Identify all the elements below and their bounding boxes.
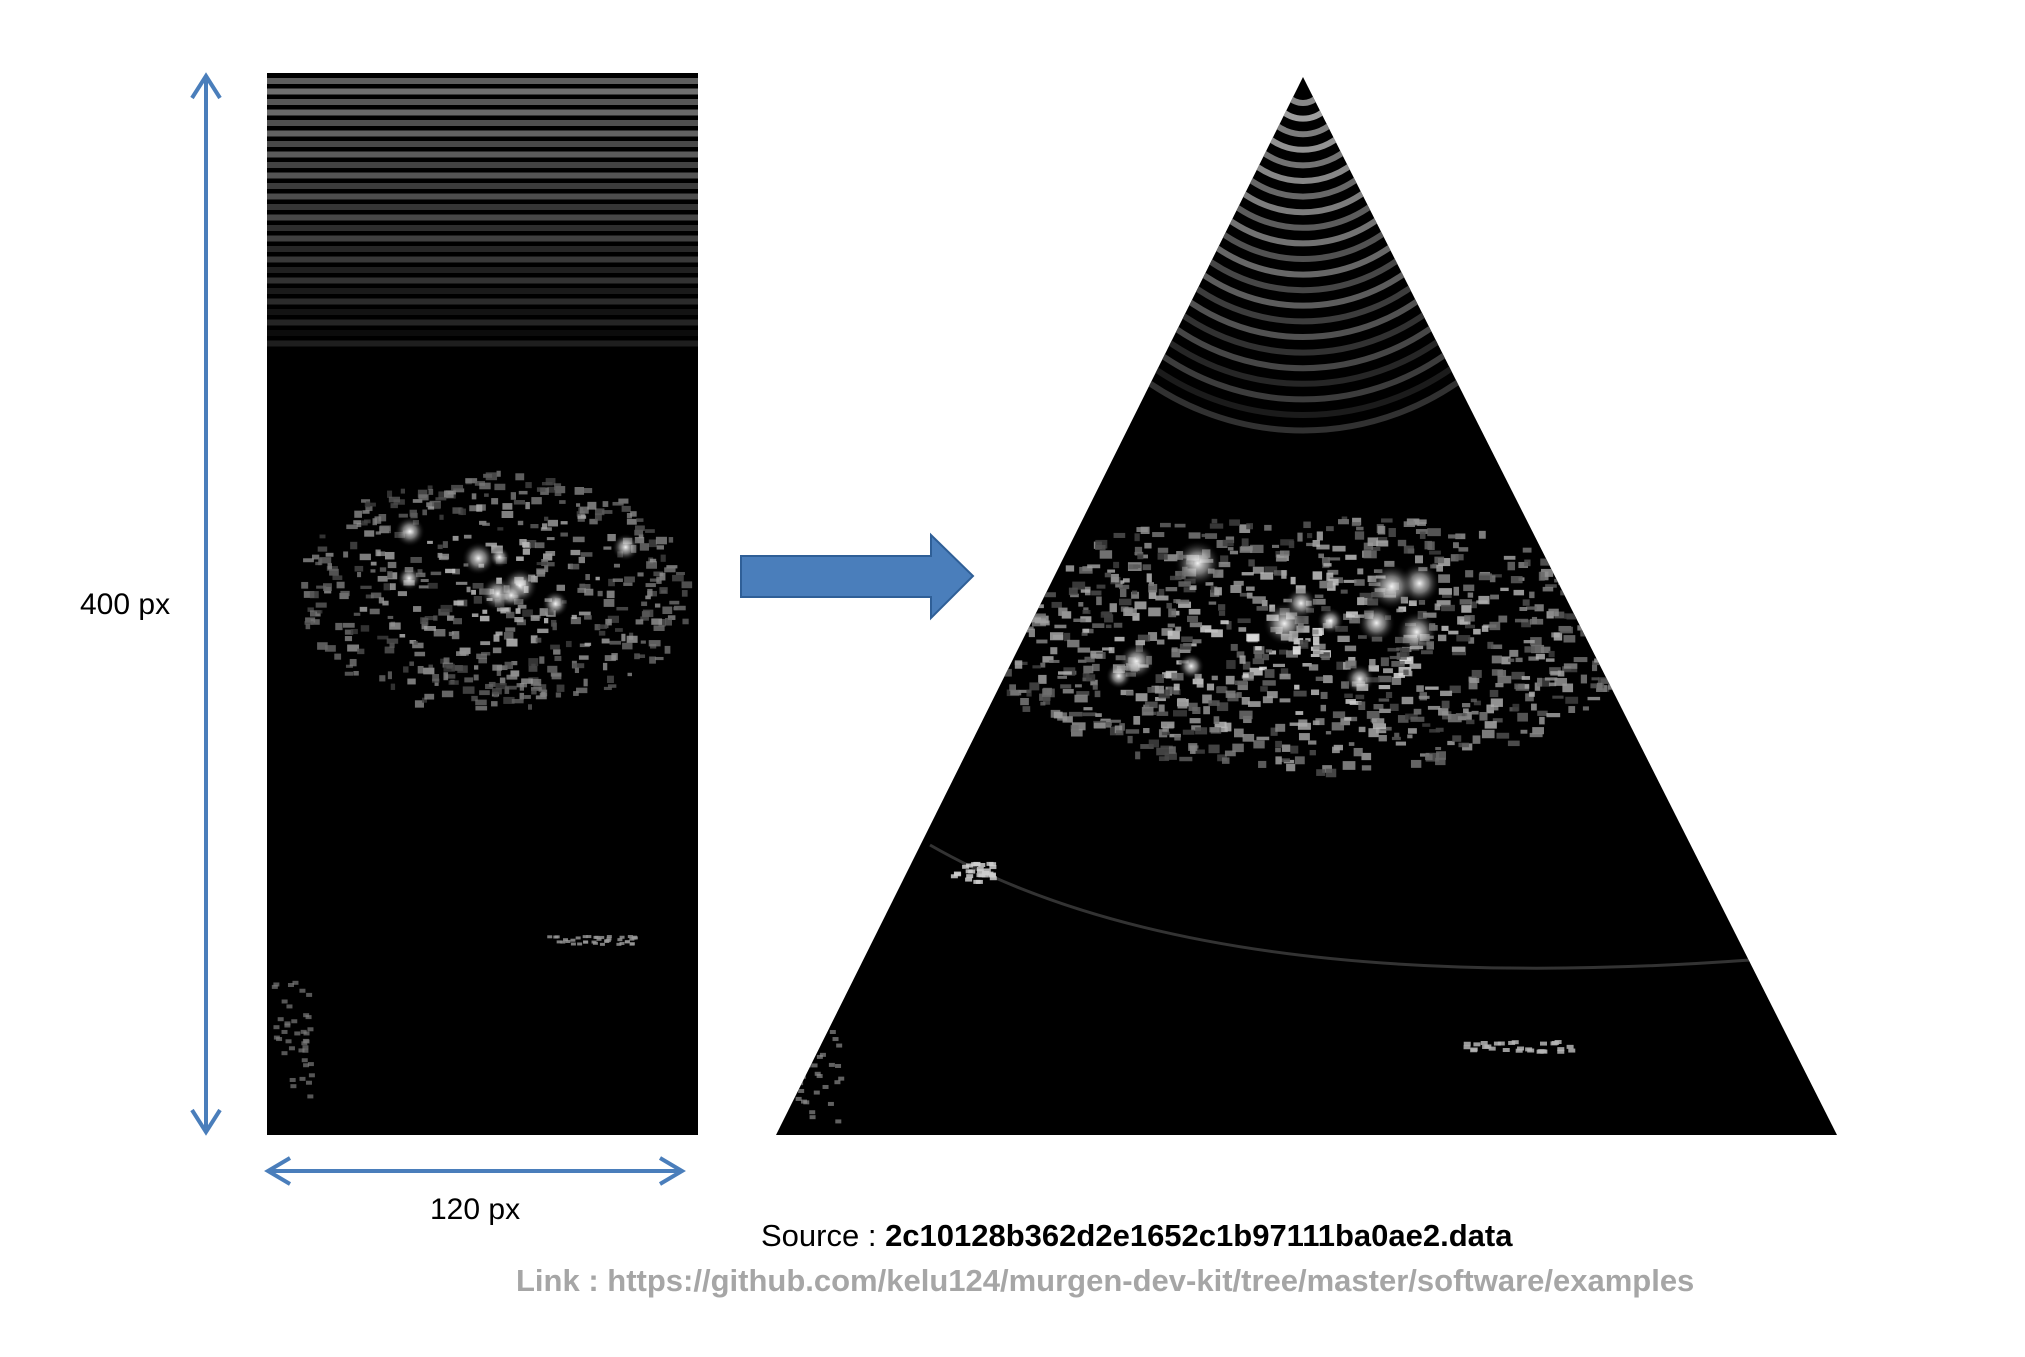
- source-link[interactable]: Link : https://github.com/kelu124/murgen…: [516, 1263, 1695, 1298]
- width-dimension-arrow: [264, 1156, 686, 1186]
- right-arrow-icon: [740, 532, 975, 621]
- height-label: 400 px: [80, 588, 171, 621]
- source-prefix: Source :: [761, 1218, 886, 1253]
- source-filename: 2c10128b362d2e1652c1b97111ba0ae2.data: [885, 1218, 1513, 1253]
- height-dimension-arrow: [190, 72, 222, 1136]
- source-line: Source : 2c10128b362d2e1652c1b97111ba0ae…: [761, 1218, 1512, 1254]
- raw-ultrasound-image: [267, 73, 698, 1135]
- width-label: 120 px: [430, 1193, 521, 1226]
- scan-converted-image: [776, 77, 1837, 1135]
